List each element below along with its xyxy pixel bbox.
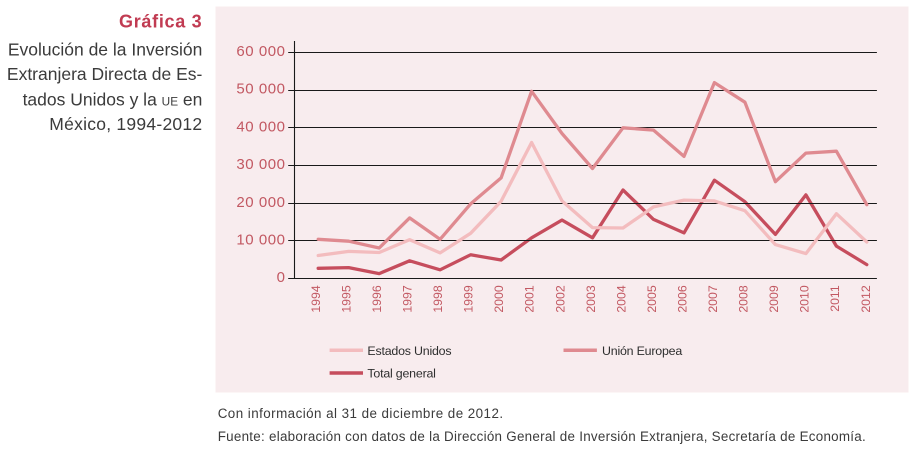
svg-text:2003: 2003 <box>584 285 598 313</box>
svg-text:2008: 2008 <box>737 285 751 313</box>
svg-text:tados Unidos y la UE en: tados Unidos y la UE en <box>23 89 203 109</box>
svg-text:10 000: 10 000 <box>236 232 285 249</box>
svg-text:2010: 2010 <box>798 285 812 313</box>
svg-text:Estados Unidos: Estados Unidos <box>367 344 451 358</box>
svg-text:2001: 2001 <box>523 285 537 313</box>
svg-text:2005: 2005 <box>645 285 659 313</box>
svg-text:1997: 1997 <box>401 285 415 313</box>
svg-text:Fuente: elaboración con datos: Fuente: elaboración con datos de la Dire… <box>218 429 866 444</box>
svg-text:Extranjera Directa de Es-: Extranjera Directa de Es- <box>7 64 203 84</box>
svg-text:2012: 2012 <box>859 285 873 313</box>
svg-text:México, 1994-2012: México, 1994-2012 <box>49 114 202 134</box>
svg-text:2007: 2007 <box>706 285 720 313</box>
svg-text:Total general: Total general <box>367 367 435 381</box>
svg-text:50 000: 50 000 <box>236 81 285 98</box>
svg-text:Gráfica 3: Gráfica 3 <box>119 12 202 32</box>
svg-text:2000: 2000 <box>492 285 506 313</box>
svg-text:20 000: 20 000 <box>236 194 285 211</box>
svg-text:60 000: 60 000 <box>236 43 285 60</box>
svg-text:Evolución de la Inversión: Evolución de la Inversión <box>8 39 203 59</box>
svg-text:2006: 2006 <box>676 285 690 313</box>
svg-text:1999: 1999 <box>462 285 476 313</box>
svg-text:40 000: 40 000 <box>236 118 285 135</box>
svg-text:2011: 2011 <box>828 285 842 312</box>
svg-text:2004: 2004 <box>614 285 628 313</box>
svg-text:1994: 1994 <box>309 285 323 313</box>
svg-text:Unión Europea: Unión Europea <box>602 344 682 358</box>
svg-text:2002: 2002 <box>553 285 567 313</box>
svg-text:1995: 1995 <box>340 285 354 313</box>
svg-text:1998: 1998 <box>431 285 445 313</box>
svg-text:0: 0 <box>277 269 286 286</box>
svg-text:Con información al 31 de dicie: Con información al 31 de diciembre de 20… <box>218 406 504 421</box>
svg-text:2009: 2009 <box>767 285 781 313</box>
svg-text:1996: 1996 <box>370 285 384 313</box>
svg-text:30 000: 30 000 <box>236 156 285 173</box>
